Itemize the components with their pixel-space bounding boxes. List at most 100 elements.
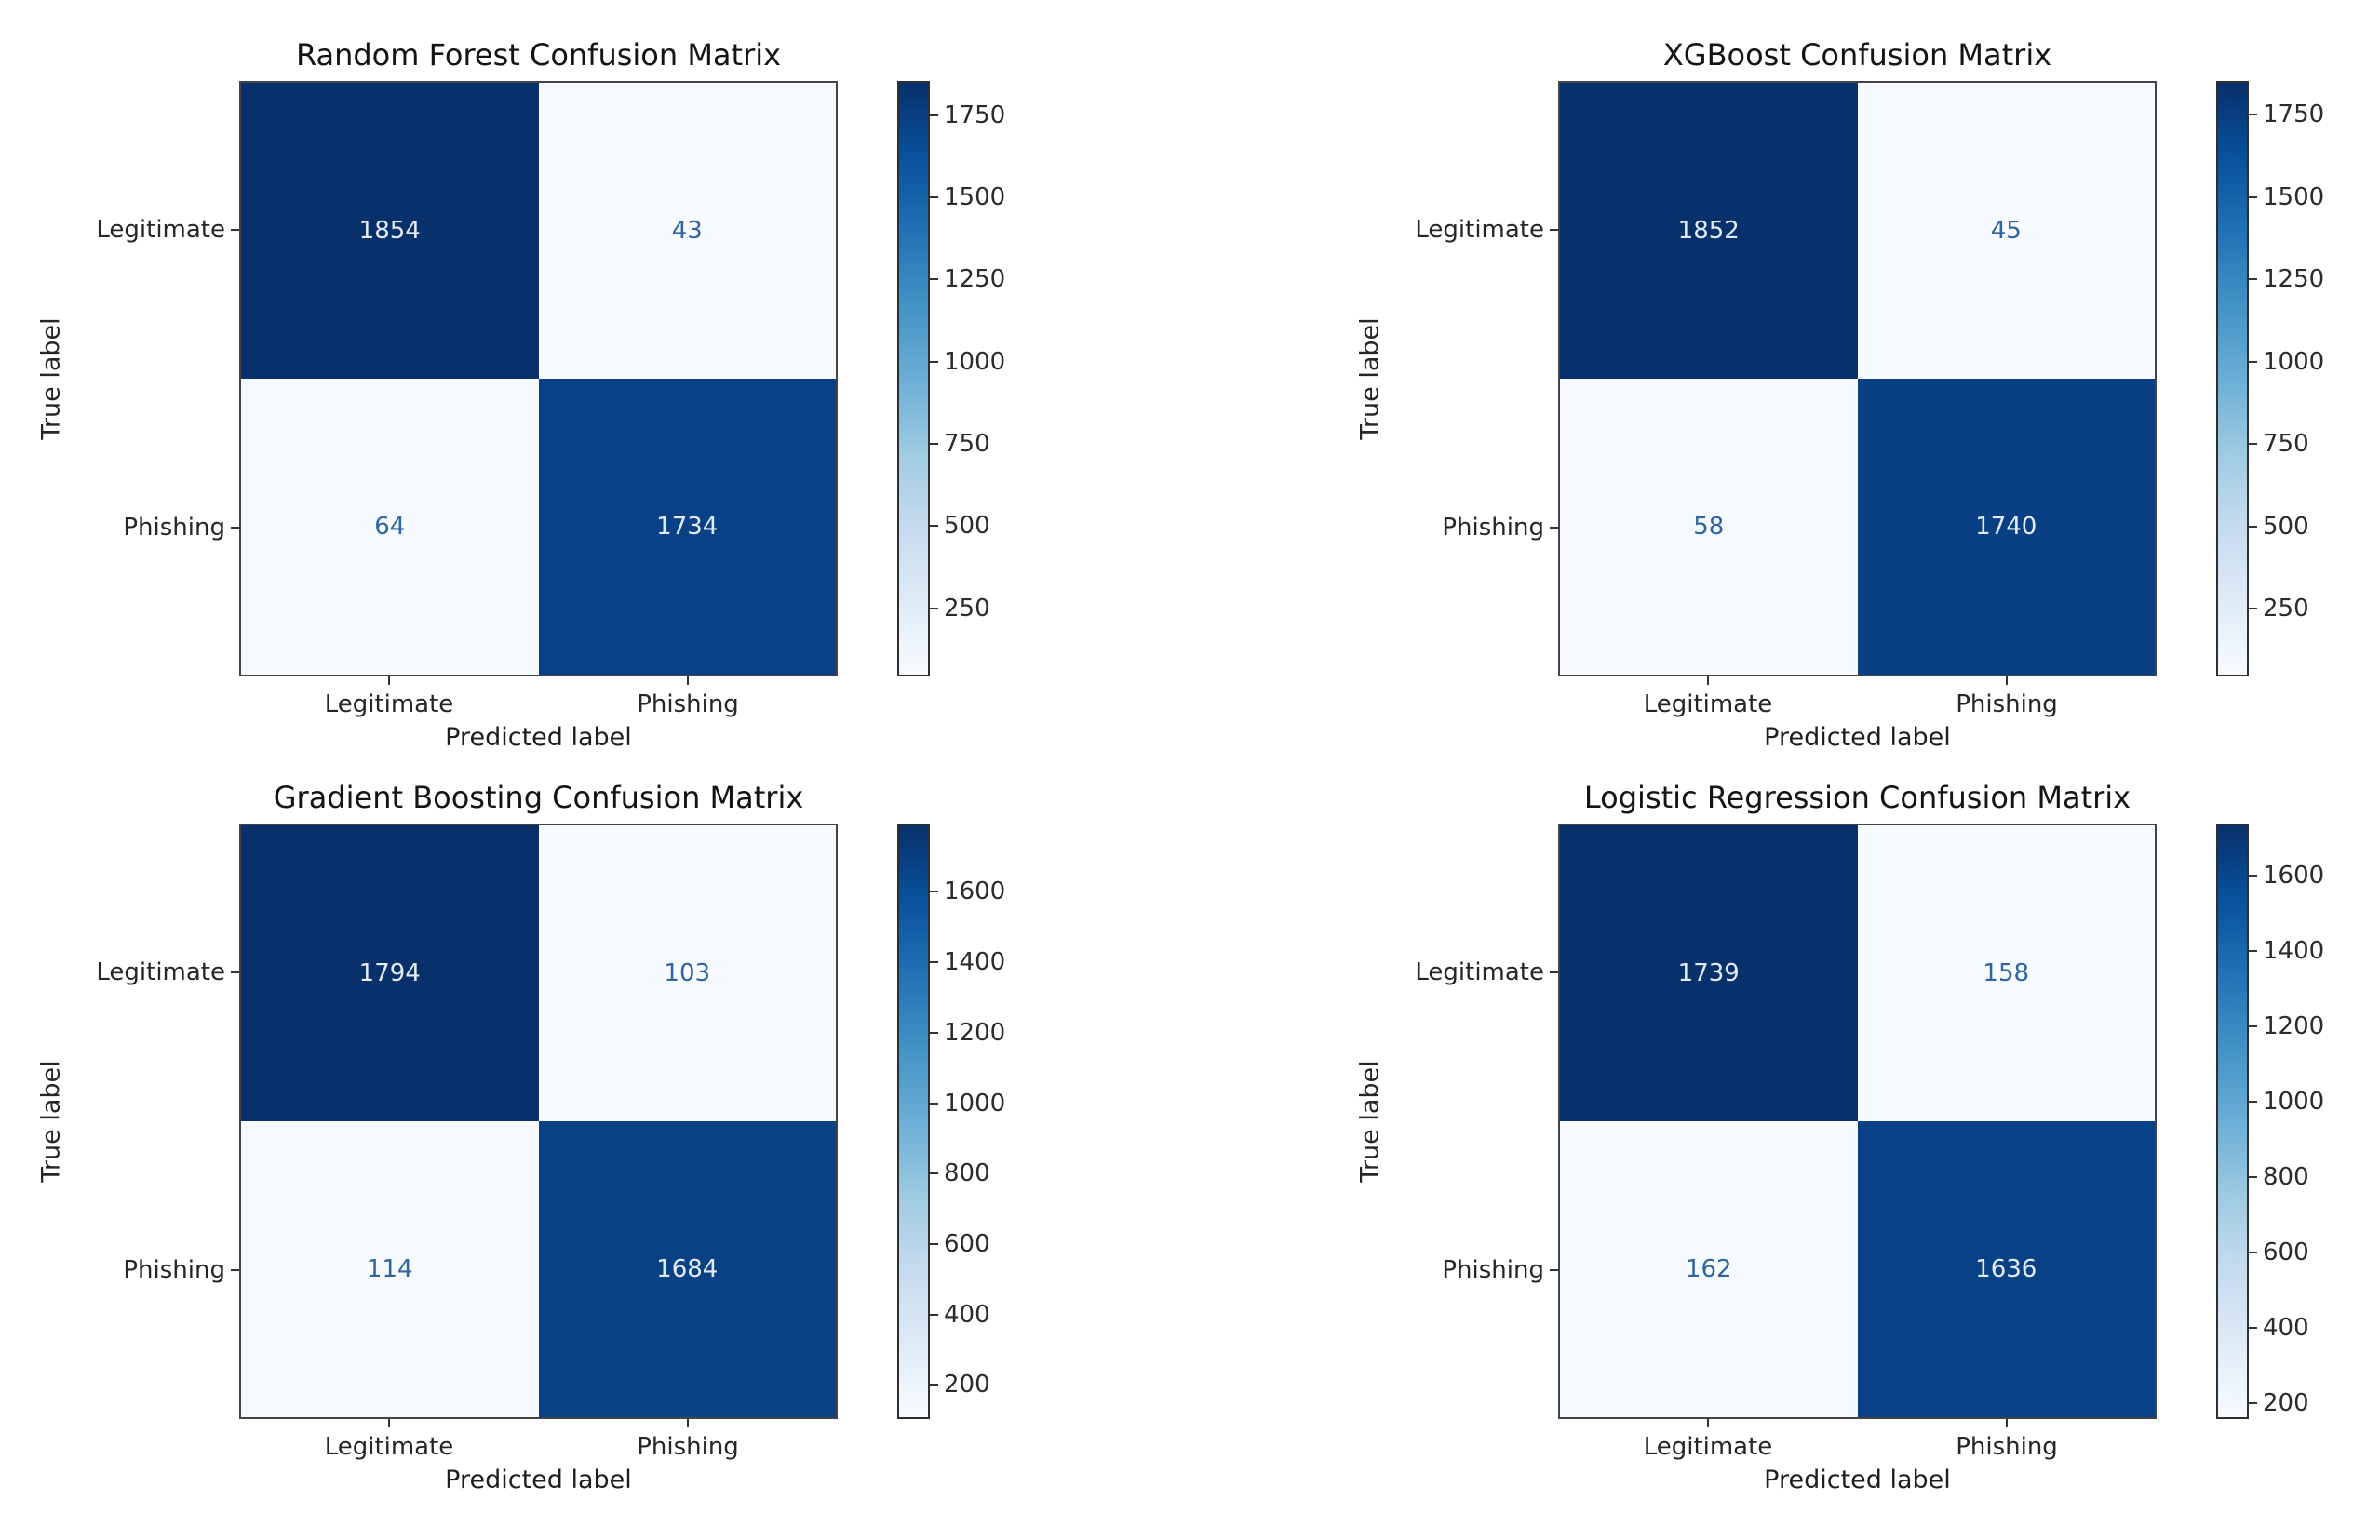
- colorbar-tick-label: 600: [944, 1229, 990, 1258]
- colorbar-tick-label: 800: [944, 1159, 990, 1188]
- confusion-matrix: 1852 45 58 1740: [1558, 81, 2157, 676]
- x-tick-mark: [388, 1419, 390, 1427]
- y-tick-mark: [231, 971, 239, 973]
- x-tick-label: Legitimate: [1643, 1433, 1773, 1461]
- x-axis-label: Predicted label: [1764, 1466, 1951, 1494]
- x-tick-mark: [1707, 676, 1709, 685]
- colorbar-tick-label: 1250: [944, 265, 1006, 294]
- x-tick-label: Phishing: [637, 1433, 739, 1461]
- colorbar-tick-mark: [2249, 1176, 2257, 1179]
- colorbar-tick-mark: [930, 196, 938, 199]
- y-axis-label: True label: [36, 317, 66, 440]
- y-axis-label: True label: [36, 1060, 66, 1183]
- matrix-cell-r1c1: 1636: [1857, 1121, 2155, 1417]
- colorbar-tick-mark: [930, 1313, 938, 1316]
- x-axis-label: Predicted label: [445, 723, 632, 752]
- colorbar-tick-mark: [2249, 1025, 2257, 1028]
- colorbar-tick-label: 200: [2263, 1388, 2309, 1417]
- colorbar-tick-mark: [2249, 360, 2257, 363]
- colorbar-tick-label: 1000: [2263, 347, 2325, 376]
- x-tick-mark: [388, 676, 390, 685]
- colorbar-tick-label: 800: [2263, 1163, 2309, 1192]
- matrix-cell-r0c1: 43: [538, 83, 836, 379]
- y-tick-label: Legitimate: [1415, 216, 1544, 244]
- matrix-cell-r1c0: 58: [1560, 379, 1858, 675]
- y-tick-label: Phishing: [123, 514, 225, 542]
- y-tick-mark: [231, 229, 239, 231]
- colorbar-tick-mark: [2249, 875, 2257, 877]
- subplot-xgboost: XGBoost Confusion Matrix True label Legi…: [1319, 0, 2380, 754]
- matrix-cell-r1c1: 1734: [538, 379, 836, 675]
- y-tick-mark: [1550, 971, 1558, 973]
- colorbar-tick-label: 1600: [2263, 862, 2325, 891]
- colorbar-tick-mark: [2249, 525, 2257, 528]
- y-tick-label: Legitimate: [1415, 958, 1544, 986]
- x-tick-mark: [2006, 1419, 2008, 1427]
- colorbar-tick-label: 1750: [944, 100, 1006, 129]
- colorbar-tick-mark: [930, 360, 938, 363]
- chart-title: Gradient Boosting Confusion Matrix: [273, 780, 804, 815]
- colorbar-tick-label: 1000: [944, 1089, 1006, 1118]
- matrix-cell-r1c1: 1684: [538, 1121, 836, 1417]
- colorbar-tick-mark: [2249, 114, 2257, 116]
- y-tick-label: Legitimate: [96, 958, 225, 986]
- colorbar-tick-label: 750: [2263, 430, 2309, 459]
- colorbar-tick-label: 750: [944, 430, 990, 459]
- y-tick-mark: [1550, 1269, 1558, 1271]
- matrix-cell-r0c0: 1852: [1560, 83, 1858, 379]
- colorbar-tick-label: 400: [944, 1300, 990, 1329]
- colorbar-tick-label: 1500: [2263, 182, 2325, 211]
- colorbar-tick-label: 250: [2263, 595, 2309, 623]
- subplot-random-forest: Random Forest Confusion Matrix True labe…: [0, 0, 1061, 754]
- subplot-logistic-regression: Logistic Regression Confusion Matrix Tru…: [1319, 743, 2380, 1496]
- colorbar-tick-mark: [930, 607, 938, 609]
- y-tick-label: Phishing: [123, 1256, 225, 1284]
- colorbar-tick-mark: [2249, 1252, 2257, 1254]
- y-axis-label: True label: [1355, 1060, 1385, 1183]
- colorbar-tick-mark: [2249, 1101, 2257, 1104]
- colorbar-tick-mark: [930, 114, 938, 116]
- colorbar-tick-mark: [930, 1172, 938, 1175]
- colorbar-tick-mark: [2249, 608, 2257, 610]
- matrix-cell-r0c1: 158: [1857, 825, 2155, 1121]
- colorbar-tick-mark: [930, 961, 938, 964]
- colorbar-tick-mark: [930, 1242, 938, 1245]
- x-tick-mark: [687, 676, 689, 685]
- colorbar-tick-label: 1750: [2263, 100, 2325, 129]
- colorbar-tick-label: 600: [2263, 1239, 2309, 1267]
- colorbar-tick-label: 400: [2263, 1314, 2309, 1343]
- colorbar-tick-label: 200: [944, 1371, 990, 1399]
- y-tick-mark: [231, 527, 239, 529]
- colorbar-tick-label: 1400: [2263, 937, 2325, 966]
- chart-title: XGBoost Confusion Matrix: [1662, 37, 2052, 73]
- colorbar-tick-label: 1200: [2263, 1012, 2325, 1041]
- colorbar-tick-label: 1600: [944, 877, 1006, 906]
- subplot-gradient-boosting: Gradient Boosting Confusion Matrix True …: [0, 743, 1061, 1496]
- colorbar-tick-mark: [930, 1031, 938, 1034]
- colorbar-tick-mark: [930, 443, 938, 446]
- colorbar-tick-mark: [930, 1102, 938, 1105]
- x-tick-label: Legitimate: [324, 690, 454, 718]
- colorbar: [897, 824, 930, 1419]
- matrix-cell-r1c0: 114: [241, 1121, 539, 1417]
- matrix-cell-r1c0: 64: [241, 379, 539, 675]
- colorbar-tick-label: 1200: [944, 1018, 1006, 1047]
- matrix-cell-r1c1: 1740: [1857, 379, 2155, 675]
- colorbar-tick-mark: [930, 525, 938, 528]
- chart-title: Random Forest Confusion Matrix: [295, 37, 782, 73]
- colorbar-tick-mark: [2249, 195, 2257, 198]
- x-tick-label: Phishing: [1956, 1433, 2058, 1461]
- colorbar-tick-label: 500: [2263, 512, 2309, 541]
- x-tick-label: Phishing: [637, 690, 739, 718]
- x-tick-label: Phishing: [1956, 690, 2058, 718]
- y-tick-mark: [231, 1269, 239, 1271]
- y-tick-label: Legitimate: [96, 216, 225, 244]
- y-axis-label: True label: [1355, 317, 1385, 440]
- colorbar: [897, 81, 930, 676]
- colorbar-tick-label: 1000: [2263, 1088, 2325, 1117]
- colorbar-tick-label: 1000: [944, 347, 1006, 376]
- colorbar-tick-label: 1500: [944, 183, 1006, 212]
- x-tick-mark: [687, 1419, 689, 1427]
- y-tick-mark: [1550, 527, 1558, 529]
